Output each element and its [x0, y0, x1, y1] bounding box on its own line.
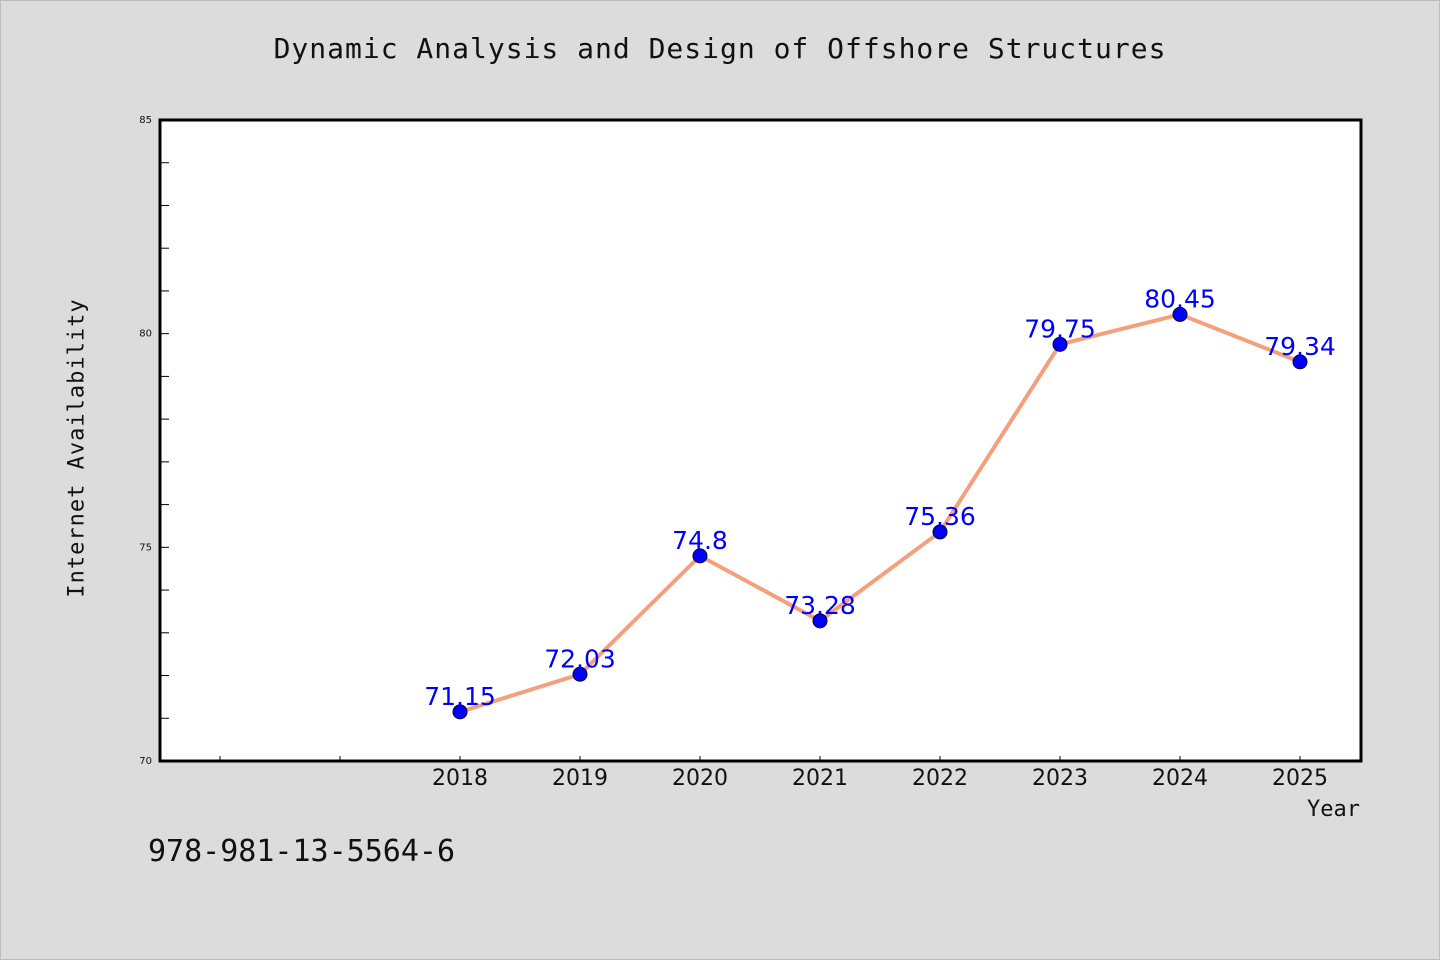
data-point [692, 548, 708, 564]
x-tick-label: 2025 [1272, 766, 1328, 791]
y-tick-label: 70 [139, 756, 152, 767]
plot-border [158, 118, 1363, 763]
data-label: 79.34 [1264, 332, 1336, 361]
data-point [932, 524, 948, 540]
isbn-annotation: 978-981-13-5564-6 [148, 834, 456, 869]
data-point [1052, 336, 1068, 352]
y-tick-label: 80 [139, 329, 152, 340]
data-label: 79.75 [1024, 314, 1096, 343]
x-tick-label: 2022 [912, 766, 968, 791]
x-tick-label: 2023 [1032, 766, 1088, 791]
data-label: 72.03 [544, 644, 616, 673]
series-lines [458, 312, 1302, 714]
x-tick-label: 2021 [792, 766, 848, 791]
data-label: 74.8 [672, 526, 728, 555]
series-line-segment [1178, 312, 1302, 364]
data-label: 80.45 [1144, 284, 1216, 313]
series-line-segment [1058, 312, 1182, 347]
axes: 70 75 80 85 2018 2019 2020 2021 2022 2023 2024 2025 [139, 115, 1328, 791]
data-label: 71.15 [424, 682, 496, 711]
data-point [572, 666, 588, 682]
series-line-segment [938, 342, 1062, 534]
series-line-segment [458, 672, 582, 714]
y-tick-label: 75 [139, 542, 152, 553]
data-label: 75.36 [904, 502, 976, 531]
data-point [812, 613, 828, 629]
plot-area [160, 120, 1361, 761]
x-tick-label: 2019 [552, 766, 608, 791]
x-tick-label: 2024 [1152, 766, 1208, 791]
data-label: 73.28 [784, 591, 856, 620]
x-axis-label: Year [1307, 797, 1360, 822]
data-point [452, 704, 468, 720]
series-line-segment [578, 553, 702, 677]
x-tick-label: 2018 [432, 766, 488, 791]
series-line-segment [698, 553, 822, 623]
data-point [1172, 306, 1188, 322]
chart-title: Dynamic Analysis and Design of Offshore … [273, 32, 1167, 65]
x-tick-label: 2020 [672, 766, 728, 791]
data-labels: 71.15 72.03 74.8 73.28 75.36 79.75 80.45 79.34 [424, 284, 1336, 710]
y-tick-label: 85 [139, 115, 152, 126]
series-line-segment [818, 529, 942, 623]
data-markers [452, 306, 1308, 720]
data-point [1292, 354, 1308, 370]
